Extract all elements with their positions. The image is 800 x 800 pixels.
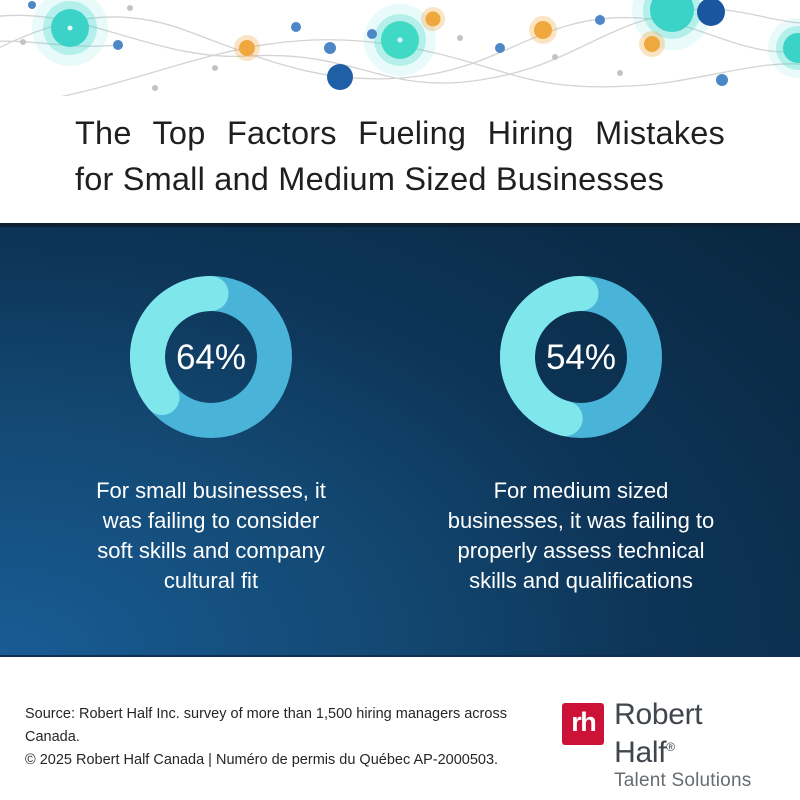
caption-line: For medium sized xyxy=(493,478,669,503)
page-title-line2: for Small and Medium Sized Businesses xyxy=(75,161,665,197)
brand-wordmark: Robert Half xyxy=(614,698,703,769)
page-title: The Top Factors Fueling Hiring Mistakes … xyxy=(75,110,725,202)
caption-line: soft skills and company xyxy=(97,538,325,563)
stat-medium-business: 54% For medium sized businesses, it was … xyxy=(381,227,781,655)
registered-mark: ® xyxy=(666,740,675,754)
caption-line: was failing to consider xyxy=(102,508,320,533)
source-line1: Source: Robert Half Inc. survey of more … xyxy=(25,706,507,745)
network-teal-glow-nodes xyxy=(32,0,800,78)
caption-line: properly assess technical xyxy=(457,538,705,563)
logo-text: Robert Half® Talent Solutions xyxy=(614,699,770,792)
caption-line: skills and qualifications xyxy=(469,568,693,593)
network-decoration xyxy=(0,0,800,96)
caption-line: businesses, it was failing to xyxy=(447,508,715,533)
rh-monogram-icon: rh xyxy=(562,703,605,745)
stat-caption-small-business: For small businesses, it was failing to … xyxy=(96,476,326,596)
caption-line: For small businesses, it xyxy=(96,478,326,503)
brand-tagline: Talent Solutions xyxy=(614,770,752,791)
stat-caption-medium-business: For medium sized businesses, it was fail… xyxy=(448,476,715,596)
source-note: Source: Robert Half Inc. survey of more … xyxy=(25,703,562,772)
stat-small-business: 64% For small businesses, it was failing… xyxy=(11,227,411,655)
footer: Source: Robert Half Inc. survey of more … xyxy=(0,657,800,800)
source-line2: © 2025 Robert Half Canada | Numéro de pe… xyxy=(25,752,499,768)
donut-remainder-arc xyxy=(500,276,599,437)
donut-chart-small-business: 64% xyxy=(130,276,292,438)
page-title-line1: The Top Factors Fueling Hiring Mistakes xyxy=(75,115,725,151)
caption-line: cultural fit xyxy=(163,568,259,593)
stats-panel: 64% For small businesses, it was failing… xyxy=(0,223,800,657)
network-orange-nodes xyxy=(234,7,665,61)
brand-name: Robert Half® xyxy=(614,699,770,769)
donut-value-label: 54% xyxy=(546,338,616,377)
donut-remainder-arc xyxy=(130,276,229,415)
robert-half-logo: rh Robert Half® Talent Solutions xyxy=(562,699,770,791)
donut-chart-medium-business: 54% xyxy=(500,276,662,438)
network-blue-nodes xyxy=(28,0,728,90)
donut-value-label: 64% xyxy=(176,338,246,377)
